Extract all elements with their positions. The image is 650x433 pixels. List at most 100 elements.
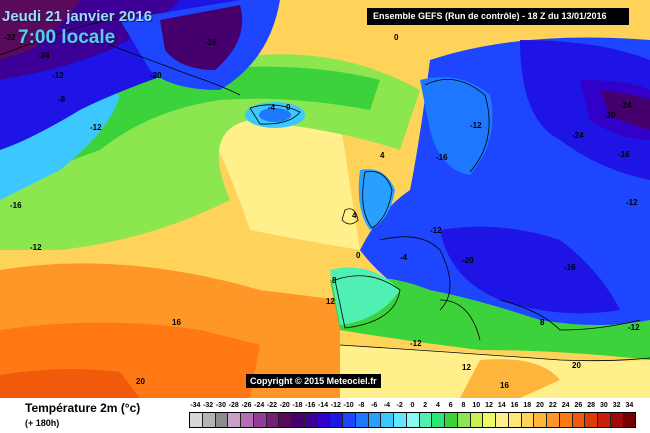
temp-label: 4 [352,211,357,220]
scale-tick-label: -20 [279,402,290,409]
temp-label: -12 [52,71,64,80]
temp-label: -4 [268,103,276,112]
scale-swatch [292,413,305,427]
color-scale [189,412,636,428]
temp-label: -12 [90,123,102,132]
scale-swatch [470,413,484,427]
temp-label: -16 [205,38,217,47]
scale-swatch [317,413,331,427]
temp-label: -8 [58,95,66,104]
scale-tick-label: 34 [625,402,634,409]
scale-swatch [368,413,382,427]
scale-swatch [355,413,369,427]
temp-label: -12 [470,121,482,130]
scale-tick-label: -12 [330,402,341,409]
british-isles [358,169,395,230]
forecast-time: 7:00 locale [18,27,116,48]
temp-label: -24 [620,101,632,110]
scale-swatch [572,413,586,427]
scale-tick-label: -4 [383,402,390,409]
scale-tick-label: 14 [497,402,506,409]
russia-extreme-cold [600,90,650,130]
scale-tick-label: -24 [254,402,265,409]
temp-label: -16 [10,201,22,210]
temp-label: -12 [430,226,442,235]
scale-tick-label: -2 [396,402,403,409]
scale-swatch [623,413,636,427]
iberia-cool [330,267,400,325]
temp-label: 16 [500,381,509,390]
scale-swatch [279,413,292,427]
legend-subtitle: (+ 180h) [25,418,60,428]
model-run-label: Ensemble GEFS (Run de contrôle) - 18 Z d… [367,8,629,25]
temp-label: -24 [572,131,584,140]
scale-tick-label: 4 [435,402,440,409]
temp-label: -12 [626,198,638,207]
scale-swatch [241,413,254,427]
scale-swatch [521,413,535,427]
temp-label: 12 [326,297,335,306]
mediterranean-green [330,276,650,360]
temp-label: 4 [380,151,385,160]
scale-swatch [228,413,241,427]
scale-tick-label: 26 [574,402,583,409]
scale-swatch [598,413,611,427]
scale-tick-label: 12 [485,402,493,409]
scale-tick-label: -30 [215,402,226,409]
scale-swatch [432,413,445,427]
central-europe-cold [440,226,620,314]
scale-swatch [304,413,318,427]
arctic-extreme-cold [0,0,80,60]
copyright-notice: Copyright © 2015 Meteociel.fr [246,374,381,388]
scale-tick-label: 18 [523,402,532,409]
scale-tick-label: 0 [410,402,415,409]
scale-tick-label: 28 [587,402,596,409]
scale-tick-label: -32 [203,402,214,409]
russia-cold-zone [520,40,650,180]
scale-swatch [394,413,407,427]
scale-swatch [190,413,203,427]
temp-label: 20 [136,377,145,386]
scale-swatch [457,413,471,427]
scale-swatch [547,413,560,427]
scale-tick-label: 22 [548,402,557,409]
scale-swatch [483,413,496,427]
temp-label: -24 [38,51,50,60]
scale-tick-label: 2 [423,402,428,409]
temp-label: -4 [400,253,408,262]
scale-tick-label: -6 [370,402,378,409]
north-africa-orange [460,359,560,398]
temp-label: 12 [462,363,471,372]
scale-swatch [266,413,280,427]
scale-tick-label: -28 [228,402,239,409]
scale-swatch [559,413,573,427]
iceland-core [259,108,291,122]
map-canvas: -32 -24 -20 -16 -12 -12 -16 -12 -8 -4 0 … [0,0,650,398]
scale-tick-label: -26 [241,402,252,409]
scale-swatch [343,413,356,427]
temp-label: -16 [436,153,448,162]
temp-label: -12 [410,339,422,348]
temp-label: -20 [462,256,474,265]
scale-swatch [202,413,216,427]
temp-label: -12 [30,243,42,252]
scale-swatch [445,413,458,427]
scale-tick-label: 16 [510,402,519,409]
scale-swatch [610,413,624,427]
scale-swatch [496,413,509,427]
forecast-date: Jeudi 21 janvier 2016 [2,8,153,25]
scale-swatch [419,413,433,427]
scale-tick-label: 10 [472,402,481,409]
temp-label: 8 [332,276,337,285]
temp-label: 20 [572,361,581,370]
scale-tick-label: -34 [190,402,201,409]
scale-swatch [508,413,522,427]
temp-label: -32 [4,33,16,42]
scale-swatch [253,413,267,427]
scale-swatch [406,413,420,427]
temp-label: -16 [564,263,576,272]
scale-swatch [215,413,229,427]
color-scale-ticks: -34 -32 -30 -28 -26 -24 -22 -20 -18 -16 -14 -12 -10-… [189,401,636,411]
temp-label: -16 [618,150,630,159]
legend-title: Température 2m (°c) [25,401,141,415]
